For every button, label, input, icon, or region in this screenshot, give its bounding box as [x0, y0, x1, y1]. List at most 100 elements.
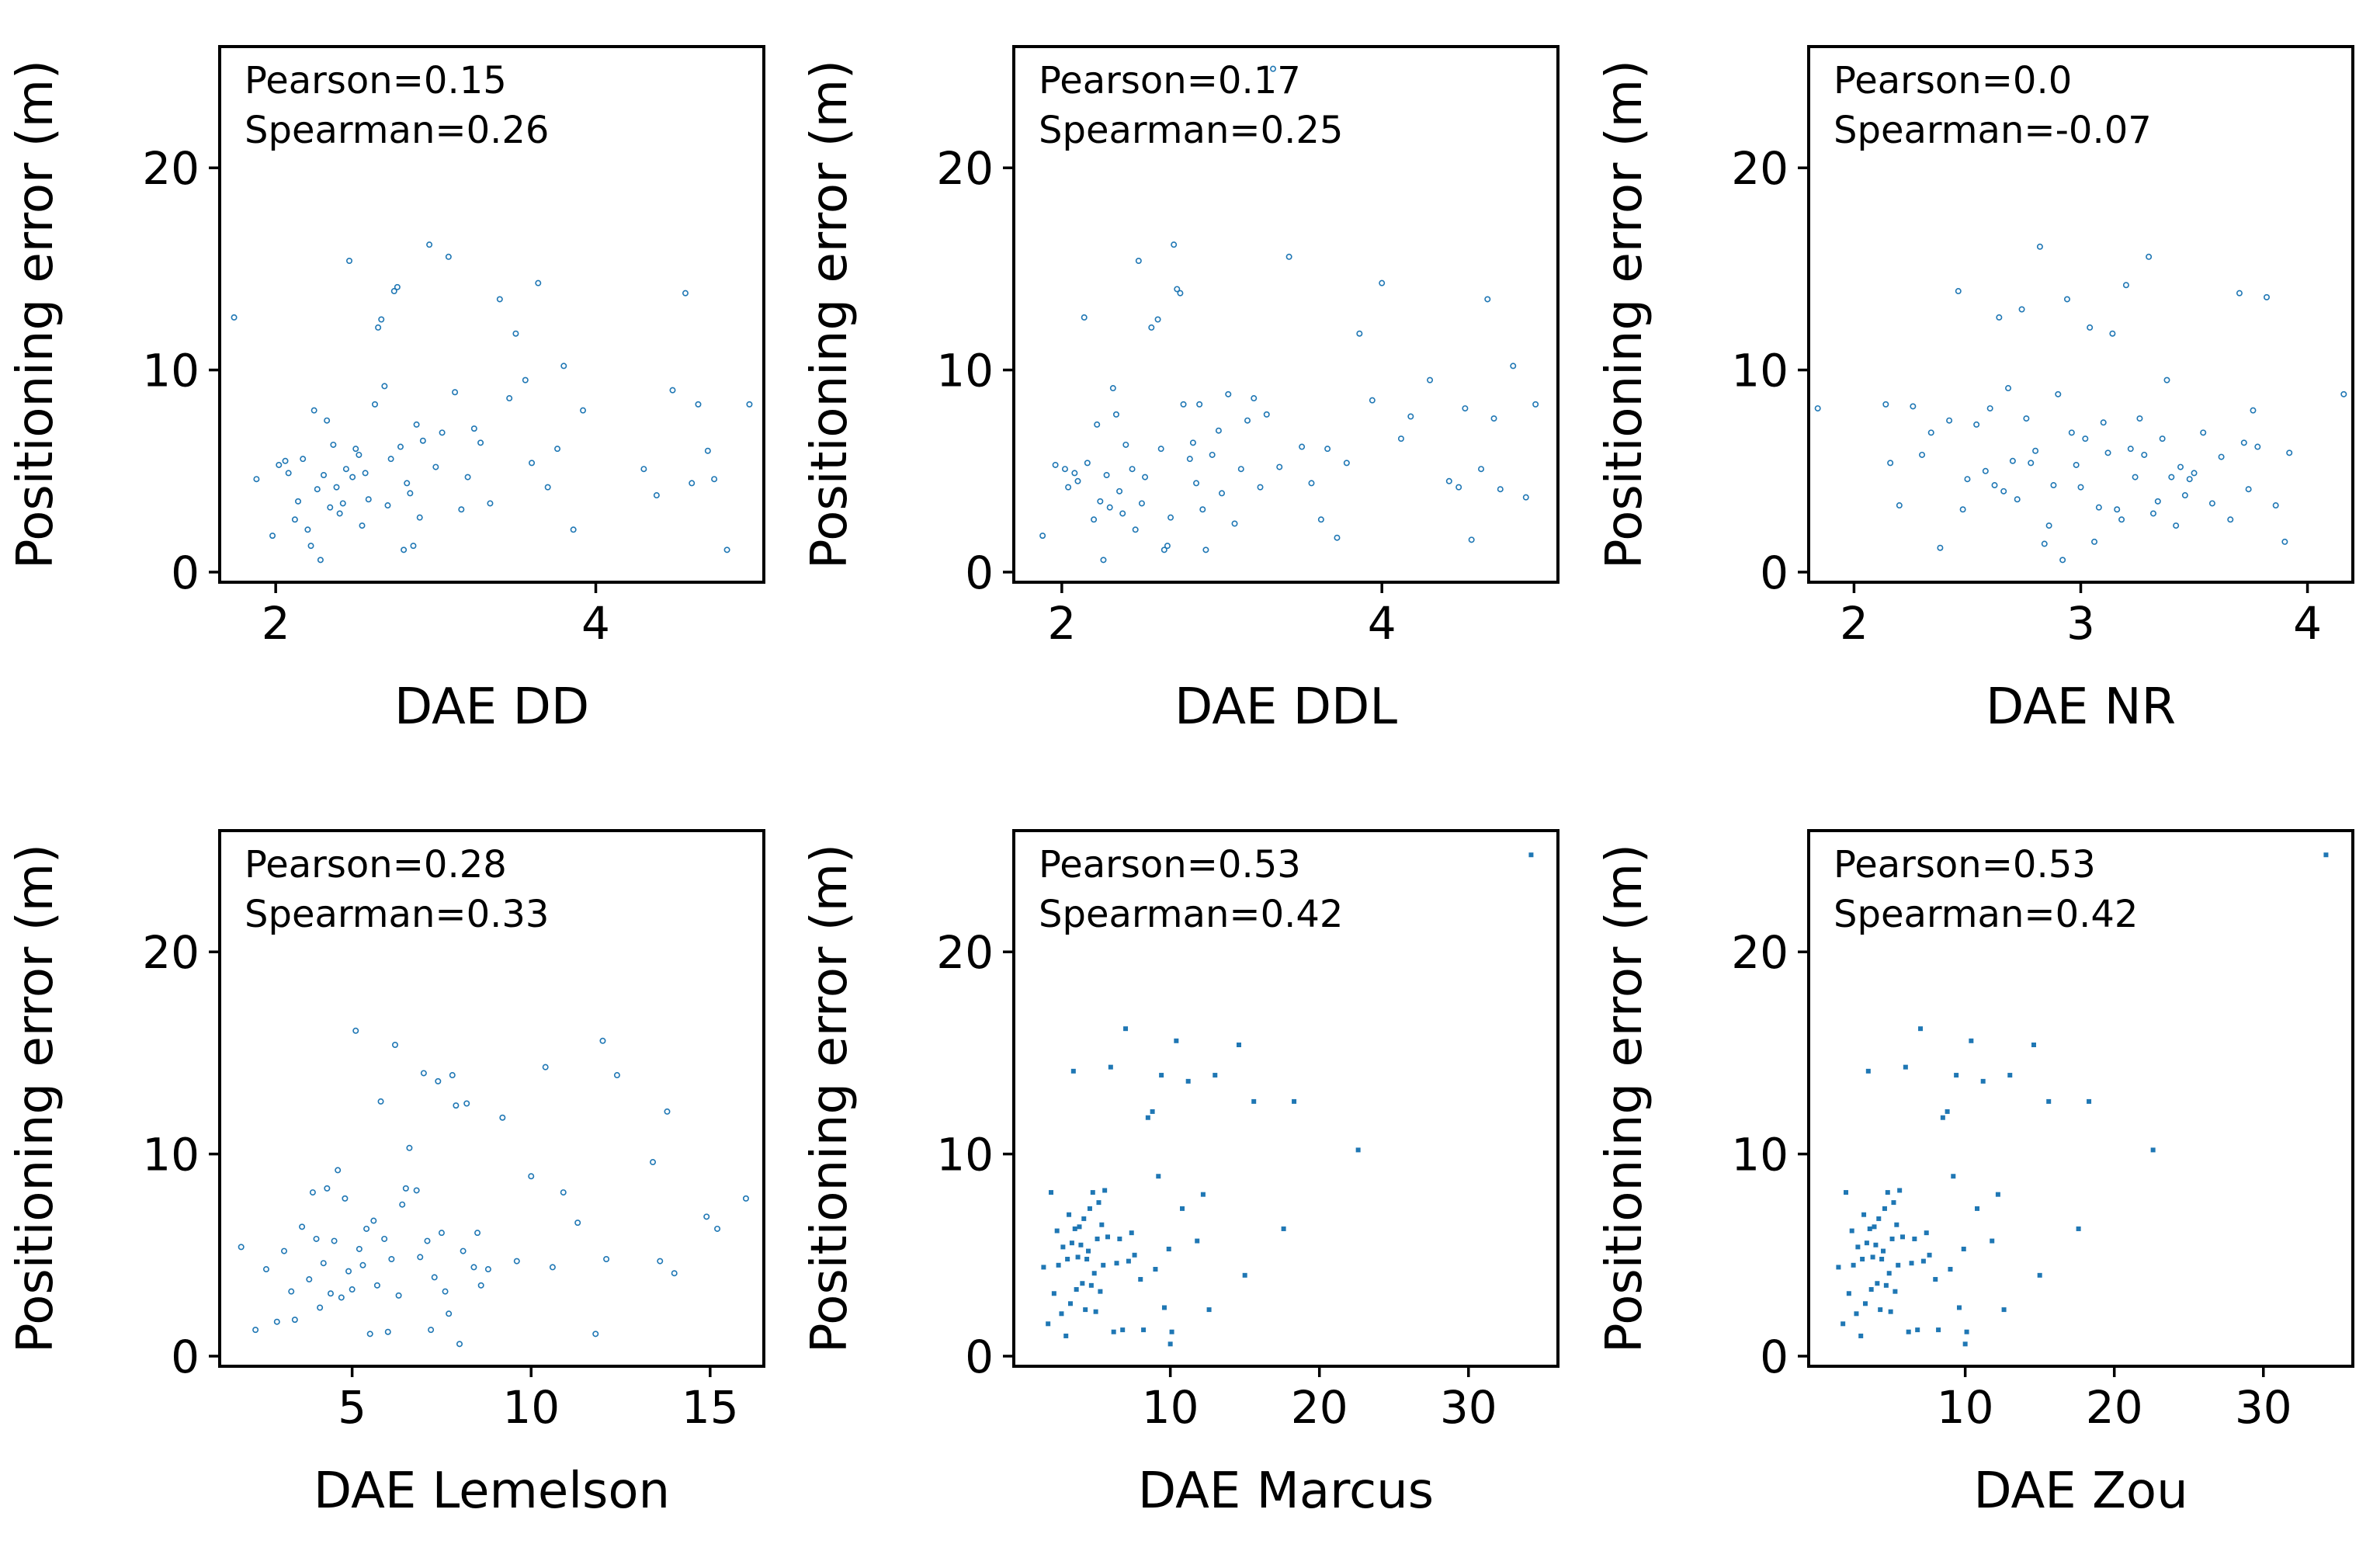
data-point: [1108, 1064, 1113, 1070]
data-point: [1199, 506, 1206, 513]
data-point: [1964, 476, 1971, 483]
data-point: [460, 1247, 467, 1254]
data-point: [359, 522, 366, 529]
data-point: [306, 1276, 313, 1283]
data-point: [388, 1256, 395, 1263]
data-point: [1276, 463, 1283, 470]
data-point: [1156, 1174, 1161, 1179]
data-point: [1138, 500, 1145, 507]
data-point: [1056, 1262, 1061, 1268]
data-point: [1116, 488, 1123, 494]
data-point: [1213, 1073, 1218, 1078]
data-point: [1961, 1246, 1966, 1251]
data-point: [1882, 1206, 1887, 1211]
data-point: [295, 498, 302, 505]
data-point: [1936, 1327, 1941, 1333]
data-point: [496, 296, 503, 303]
data-point: [1166, 1246, 1171, 1251]
data-point: [2000, 488, 2007, 494]
data-point: [689, 480, 696, 487]
data-point: [1532, 401, 1539, 408]
data-point: [1174, 286, 1181, 293]
data-point: [391, 1042, 398, 1049]
data-point: [1369, 397, 1376, 404]
data-point: [1867, 1226, 1872, 1231]
data-point: [2168, 474, 2175, 481]
data-point: [542, 1063, 549, 1070]
data-point: [375, 324, 382, 331]
data-point: [1956, 1305, 1962, 1310]
data-point: [1098, 1289, 1103, 1294]
data-point: [1069, 1240, 1074, 1246]
data-point: [1080, 1281, 1085, 1286]
data-point: [1940, 1115, 1945, 1120]
data-point: [1225, 390, 1232, 397]
data-point: [1105, 1234, 1110, 1240]
data-point: [1132, 526, 1139, 533]
data-point: [1180, 401, 1187, 408]
x-tick-label: 20: [2086, 1381, 2143, 1434]
plot-frame: [218, 45, 765, 584]
data-point: [373, 1282, 380, 1289]
data-point: [2163, 376, 2170, 383]
data-point: [560, 363, 567, 370]
data-point: [1906, 1329, 1911, 1334]
pearson-annotation: Pearson=0.28: [245, 843, 507, 887]
data-point: [449, 1072, 456, 1079]
data-point: [428, 1327, 435, 1334]
scatter-panel: 2 3 4 0 10 20 DAE NR Positioning error (m) Pears…: [1596, 45, 2354, 736]
data-point: [477, 1282, 484, 1289]
data-point: [1484, 296, 1491, 303]
data-point: [1095, 1236, 1100, 1241]
data-point: [1959, 506, 1966, 513]
data-point: [327, 1290, 334, 1297]
data-point: [1844, 1190, 1849, 1195]
data-point: [1086, 1248, 1091, 1254]
data-point: [2095, 504, 2102, 511]
spearman-annotation: Spearman=-0.07: [1834, 109, 2152, 152]
data-point: [1161, 546, 1167, 553]
data-point: [1858, 1333, 1864, 1338]
data-point: [273, 1318, 280, 1325]
data-point: [324, 1185, 331, 1192]
data-point: [1219, 490, 1226, 497]
data-point: [1164, 543, 1171, 550]
data-point: [356, 451, 363, 458]
data-point: [1129, 466, 1136, 473]
data-point: [1864, 1240, 1869, 1246]
data-point: [1189, 439, 1196, 446]
data-point: [314, 486, 321, 493]
data-point: [2091, 538, 2098, 545]
data-point: [464, 474, 471, 481]
data-point: [1899, 1234, 1905, 1240]
data-point: [2007, 1073, 2013, 1078]
data-point: [1407, 413, 1414, 420]
y-axis-label: Positioning error (m): [7, 60, 64, 569]
data-point: [2037, 1272, 2042, 1278]
data-point: [317, 1304, 324, 1311]
data-point: [1091, 1271, 1097, 1276]
spearman-annotation: Spearman=0.25: [1039, 109, 1343, 152]
data-point: [1097, 498, 1104, 505]
data-point: [439, 429, 446, 436]
data-point: [487, 500, 494, 507]
data-point: [291, 516, 298, 523]
data-point: [387, 456, 394, 463]
data-point: [431, 1274, 438, 1281]
scatter-panel: 5 10 15 0 10 20 DAE Lemelson Positioning error …: [7, 829, 765, 1520]
data-point: [1119, 510, 1126, 517]
data-point: [499, 1114, 506, 1121]
data-point: [746, 401, 753, 408]
data-point: [269, 533, 276, 540]
data-point: [1159, 1073, 1164, 1078]
data-point: [1202, 546, 1209, 553]
data-point: [513, 1258, 520, 1265]
y-tick-label: 10: [1731, 1129, 1788, 1181]
data-point: [281, 1247, 288, 1254]
data-point: [407, 490, 414, 497]
y-tick-label: 20: [936, 142, 994, 195]
data-point: [1046, 1321, 1051, 1327]
data-point: [470, 425, 477, 432]
data-point: [339, 500, 346, 507]
data-point: [402, 1185, 409, 1192]
